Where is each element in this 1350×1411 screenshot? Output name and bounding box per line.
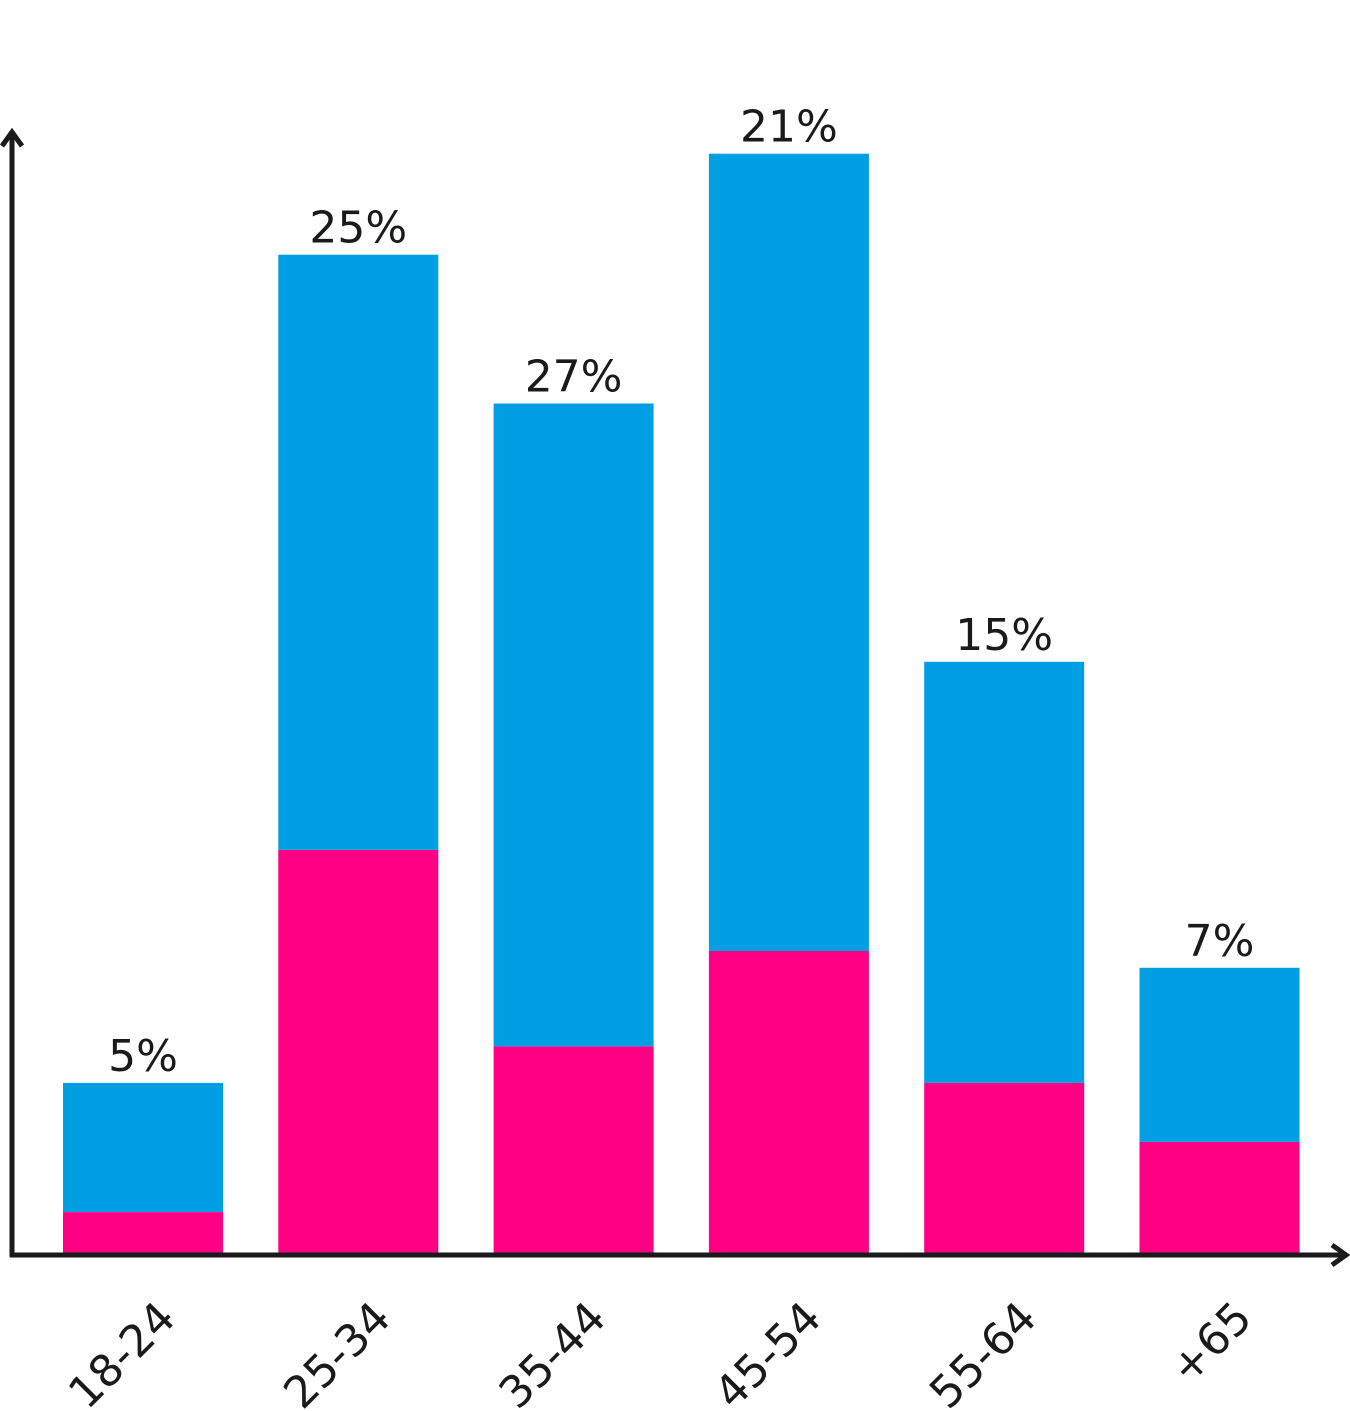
bar-segment-0-+65 bbox=[1139, 1141, 1300, 1257]
bar-segment-0-35-44 bbox=[493, 1046, 654, 1257]
bar-segment-1-25-34 bbox=[278, 254, 439, 850]
data-label: 21% bbox=[740, 102, 838, 153]
x-tick-label: 35-44 bbox=[490, 1292, 616, 1411]
axes bbox=[0, 127, 1350, 1268]
bar-segment-0-25-34 bbox=[278, 849, 439, 1257]
y-axis-arrowhead bbox=[0, 127, 25, 148]
bar-segment-0-18-24 bbox=[63, 1212, 223, 1257]
x-tick-label: +65 bbox=[1160, 1292, 1262, 1394]
x-tick-label: 45-54 bbox=[705, 1292, 831, 1411]
data-label: 5% bbox=[108, 1031, 178, 1082]
data-label: 7% bbox=[1185, 916, 1255, 967]
bar-segment-1-55-64 bbox=[924, 661, 1085, 1083]
x-tick-label: 25-34 bbox=[274, 1292, 400, 1411]
data-label: 27% bbox=[525, 352, 623, 403]
bar-segment-1-45-54 bbox=[708, 153, 869, 951]
x-tick-label: 18-24 bbox=[59, 1292, 185, 1411]
data-label: 15% bbox=[955, 610, 1053, 661]
data-label: 25% bbox=[309, 203, 407, 254]
bar-segment-0-45-54 bbox=[708, 951, 869, 1257]
bars-layer bbox=[63, 153, 1300, 1257]
x-tick-labels-layer: 18-24 25-34 35-44 45-54 55-64 +65 bbox=[59, 1292, 1262, 1411]
bar-segment-1-35-44 bbox=[493, 403, 654, 1047]
bar-segment-1-+65 bbox=[1139, 967, 1300, 1142]
x-axis-arrowhead bbox=[1330, 1242, 1350, 1268]
bar-segment-1-18-24 bbox=[63, 1082, 223, 1212]
data-labels-layer: 5% 25% 27% 21% 15% 7% bbox=[108, 102, 1254, 1082]
x-tick-label: 55-64 bbox=[920, 1292, 1046, 1411]
bar-segment-0-55-64 bbox=[924, 1082, 1085, 1257]
